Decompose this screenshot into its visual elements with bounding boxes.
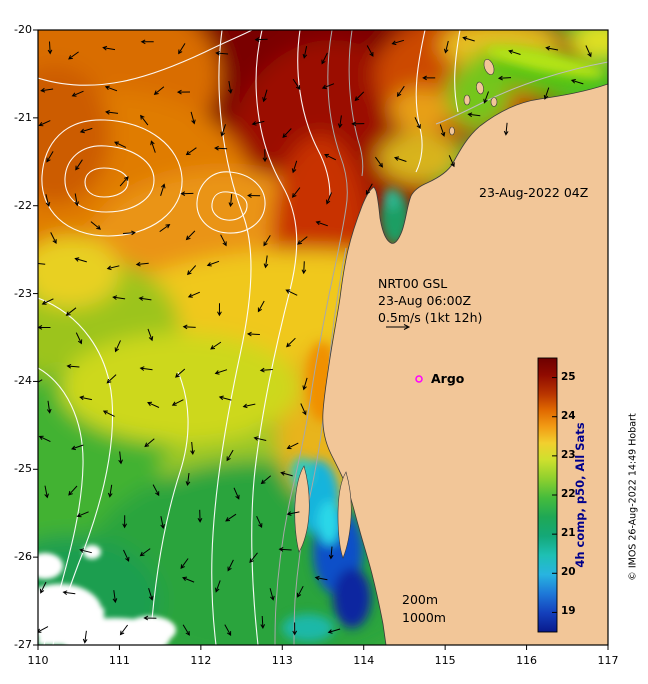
colorbar-tick-marks <box>552 377 557 613</box>
current-vector-arrows <box>38 36 592 644</box>
sea-level-contours <box>38 30 461 645</box>
vector-scale-arrow <box>386 324 411 330</box>
peron-peninsula <box>337 471 352 559</box>
offshore-islands <box>449 59 498 136</box>
no-data-cloud-patches <box>38 545 176 645</box>
dirk-hartog-island <box>294 465 310 553</box>
argo-float-marker <box>415 375 423 383</box>
colorbar <box>537 357 558 633</box>
axis-tick-marks <box>33 29 609 650</box>
plot-frame <box>37 29 609 646</box>
land <box>294 59 608 645</box>
